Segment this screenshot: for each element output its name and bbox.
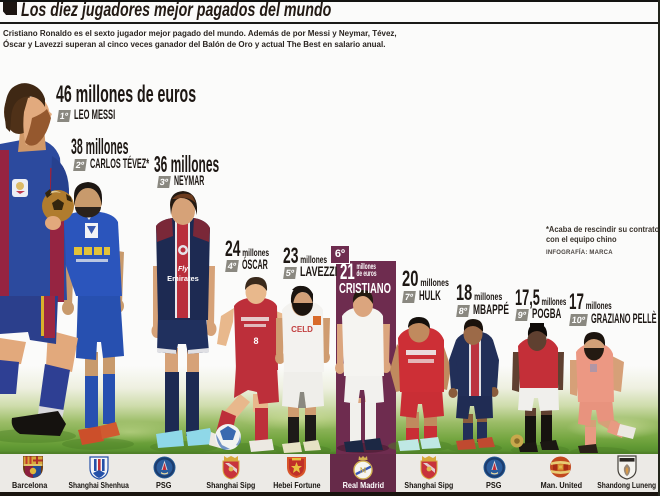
svg-text:Emirates: Emirates [167, 274, 199, 283]
svg-text:8: 8 [253, 336, 258, 346]
svg-text:Fly: Fly [178, 266, 189, 273]
svg-text:CELD: CELD [291, 325, 313, 334]
svg-text:M: M [360, 467, 367, 475]
